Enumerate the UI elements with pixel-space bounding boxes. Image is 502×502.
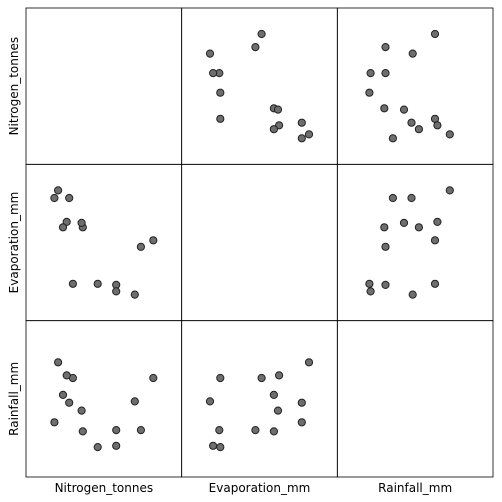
point-Rainfall_mm-Evaporation_mm-11 (388, 193, 397, 203)
point-Evaporation_mm-Rainfall_mm-1 (215, 426, 224, 435)
point-Nitrogen_tonnes-Rainfall_mm-8 (77, 406, 86, 415)
point-Nitrogen_tonnes-Evaporation_mm-3 (130, 290, 139, 299)
point-Rainfall_mm-Evaporation_mm-7 (380, 223, 389, 232)
point-Rainfall_mm-Evaporation_mm-4 (430, 236, 440, 245)
point-Rainfall_mm-Evaporation_mm-10 (414, 223, 423, 232)
point-Nitrogen_tonnes-Rainfall_mm-10 (58, 390, 68, 399)
point-Nitrogen_tonnes-Evaporation_mm-6 (112, 287, 121, 296)
point-Evaporation_mm-Rainfall_mm-10 (269, 390, 278, 399)
point-Rainfall_mm-Evaporation_mm-9 (433, 217, 442, 226)
panel-Rainfall_mm-vs-Evaporation_mm (181, 320, 338, 478)
point-Nitrogen_tonnes-Rainfall_mm-13 (54, 358, 63, 367)
point-Rainfall_mm-Nitrogen_tonnes-8 (399, 105, 409, 114)
point-Evaporation_mm-Rainfall_mm-5 (216, 373, 225, 383)
point-Evaporation_mm-Rainfall_mm-6 (209, 441, 218, 450)
point-Evaporation_mm-Nitrogen_tonnes-8 (273, 105, 283, 114)
point-Nitrogen_tonnes-Evaporation_mm-12 (65, 193, 74, 203)
point-Evaporation_mm-Rainfall_mm-13 (304, 358, 314, 367)
point-Nitrogen_tonnes-Rainfall_mm-1 (112, 426, 121, 435)
point-Evaporation_mm-Nitrogen_tonnes-10 (269, 125, 278, 134)
axis-labels: Nitrogen_tonnes Evaporation_mm Rainfall_mm… (7, 37, 452, 495)
point-Evaporation_mm-Rainfall_mm-12 (297, 398, 306, 407)
point-Nitrogen_tonnes-Evaporation_mm-10 (58, 223, 68, 232)
point-Nitrogen_tonnes-Rainfall_mm-11 (50, 418, 59, 427)
point-Rainfall_mm-Nitrogen_tonnes-13 (445, 130, 454, 139)
panel-Nitrogen_tonnes-vs-Rainfall_mm (336, 7, 494, 165)
panel-Nitrogen_tonnes-vs-Nitrogen_tonnes (25, 7, 183, 165)
x-label-Evaporation_mm: Evaporation_mm (209, 481, 311, 495)
point-Evaporation_mm-Nitrogen_tonnes-12 (297, 118, 306, 127)
point-Evaporation_mm-Nitrogen_tonnes-0 (216, 88, 225, 97)
point-Evaporation_mm-Rainfall_mm-2 (251, 426, 260, 435)
panel-Rainfall_mm-vs-Nitrogen_tonnes (25, 320, 183, 478)
point-Nitrogen_tonnes-Evaporation_mm-0 (93, 279, 102, 288)
point-Evaporation_mm-Nitrogen_tonnes-11 (297, 134, 306, 143)
point-Rainfall_mm-Nitrogen_tonnes-9 (433, 121, 442, 130)
point-Evaporation_mm-Rainfall_mm-0 (216, 443, 225, 452)
y-label-Evaporation_mm: Evaporation_mm (7, 192, 21, 294)
y-label-Nitrogen_tonnes: Nitrogen_tonnes (7, 37, 21, 136)
x-label-Nitrogen_tonnes: Nitrogen_tonnes (55, 481, 154, 495)
point-Nitrogen_tonnes-Evaporation_mm-4 (149, 236, 158, 245)
point-Rainfall_mm-Nitrogen_tonnes-4 (430, 29, 440, 39)
point-Rainfall_mm-Nitrogen_tonnes-11 (388, 134, 397, 143)
point-Evaporation_mm-Nitrogen_tonnes-4 (257, 29, 266, 39)
point-Nitrogen_tonnes-Evaporation_mm-5 (68, 279, 78, 288)
point-Rainfall_mm-Evaporation_mm-3 (408, 290, 417, 299)
panel-Rainfall_mm-vs-Rainfall_mm (336, 320, 494, 478)
point-Nitrogen_tonnes-Rainfall_mm-3 (130, 397, 139, 406)
point-Nitrogen_tonnes-Rainfall_mm-6 (112, 441, 121, 450)
point-Evaporation_mm-Rainfall_mm-11 (297, 418, 306, 427)
point-Rainfall_mm-Evaporation_mm-13 (445, 186, 454, 195)
point-Rainfall_mm-Evaporation_mm-12 (407, 193, 416, 203)
scatter-points (50, 29, 454, 452)
point-Rainfall_mm-Evaporation_mm-1 (381, 280, 390, 289)
point-Evaporation_mm-Rainfall_mm-4 (257, 373, 266, 383)
panel-Evaporation_mm-vs-Nitrogen_tonnes (25, 163, 183, 322)
point-Evaporation_mm-Nitrogen_tonnes-13 (304, 130, 314, 139)
x-label-Rainfall_mm: Rainfall_mm (378, 481, 452, 495)
point-Nitrogen_tonnes-Evaporation_mm-2 (136, 242, 145, 251)
point-Nitrogen_tonnes-Rainfall_mm-0 (93, 443, 102, 452)
point-Rainfall_mm-Nitrogen_tonnes-0 (365, 88, 374, 97)
point-Rainfall_mm-Evaporation_mm-8 (399, 218, 409, 227)
point-Rainfall_mm-Nitrogen_tonnes-10 (414, 125, 423, 134)
point-Evaporation_mm-Rainfall_mm-9 (275, 371, 284, 380)
point-Nitrogen_tonnes-Rainfall_mm-4 (149, 373, 158, 383)
point-Nitrogen_tonnes-Rainfall_mm-9 (62, 371, 71, 380)
point-Rainfall_mm-Evaporation_mm-0 (365, 279, 374, 288)
point-Evaporation_mm-Nitrogen_tonnes-5 (216, 114, 225, 123)
panel-frames (25, 7, 494, 478)
point-Rainfall_mm-Nitrogen_tonnes-3 (408, 49, 417, 58)
point-Nitrogen_tonnes-Evaporation_mm-8 (77, 218, 86, 227)
point-Nitrogen_tonnes-Rainfall_mm-12 (65, 398, 74, 407)
point-Rainfall_mm-Nitrogen_tonnes-1 (381, 69, 390, 78)
point-Rainfall_mm-Nitrogen_tonnes-2 (381, 43, 390, 52)
point-Evaporation_mm-Rainfall_mm-7 (269, 427, 278, 436)
point-Evaporation_mm-Nitrogen_tonnes-3 (205, 49, 215, 58)
point-Rainfall_mm-Nitrogen_tonnes-6 (366, 69, 375, 78)
point-Evaporation_mm-Nitrogen_tonnes-6 (209, 69, 218, 78)
point-Nitrogen_tonnes-Evaporation_mm-13 (54, 186, 63, 195)
point-Rainfall_mm-Evaporation_mm-6 (366, 287, 375, 296)
point-Evaporation_mm-Rainfall_mm-3 (205, 397, 215, 406)
point-Evaporation_mm-Rainfall_mm-8 (273, 406, 283, 415)
y-label-Rainfall_mm: Rainfall_mm (7, 362, 21, 436)
point-Nitrogen_tonnes-Evaporation_mm-11 (50, 193, 59, 203)
point-Nitrogen_tonnes-Rainfall_mm-7 (78, 427, 87, 436)
point-Rainfall_mm-Nitrogen_tonnes-7 (380, 104, 389, 113)
point-Rainfall_mm-Nitrogen_tonnes-12 (407, 118, 416, 127)
panel-Evaporation_mm-vs-Evaporation_mm (181, 163, 338, 322)
point-Evaporation_mm-Nitrogen_tonnes-2 (251, 43, 260, 52)
point-Rainfall_mm-Evaporation_mm-5 (430, 279, 440, 288)
point-Nitrogen_tonnes-Rainfall_mm-2 (136, 426, 145, 435)
point-Rainfall_mm-Evaporation_mm-2 (381, 242, 390, 251)
